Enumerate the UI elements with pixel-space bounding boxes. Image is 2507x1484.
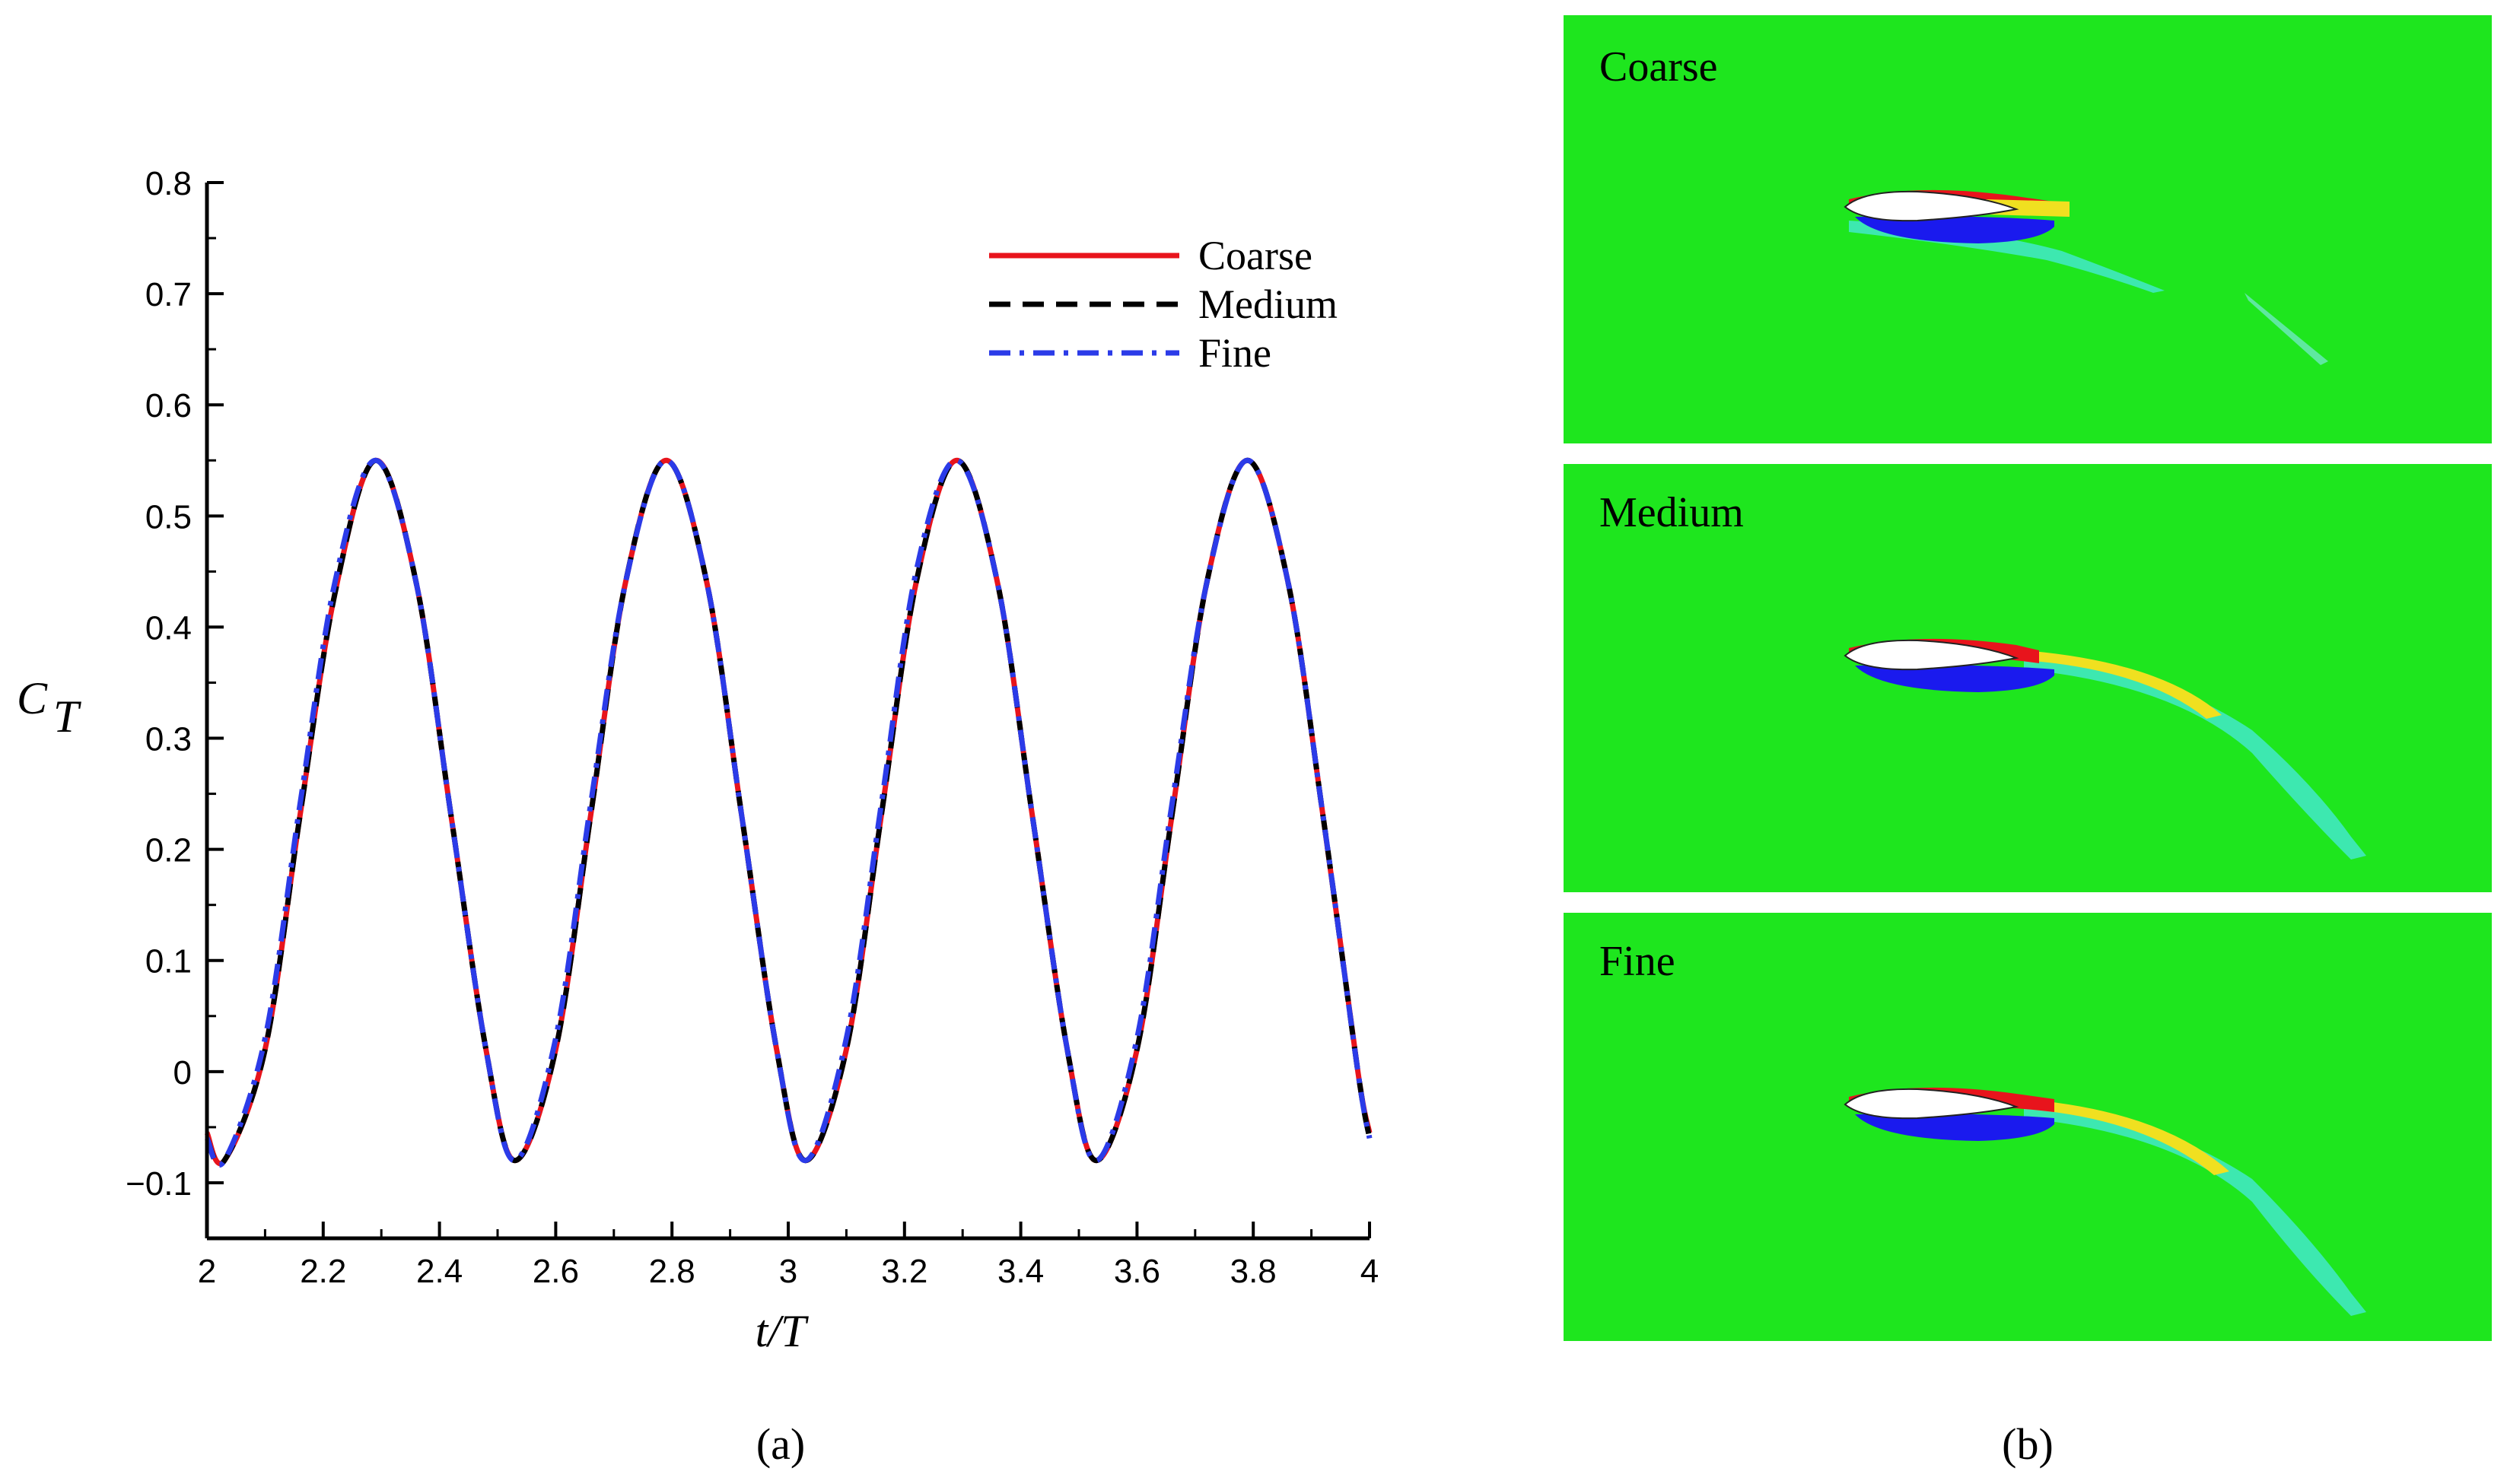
- legend-label-coarse: Coarse: [1198, 233, 1312, 278]
- caption-a: (a): [756, 1419, 805, 1469]
- series-layer: [204, 457, 1373, 1168]
- contour-panel-medium: Medium: [1564, 464, 2492, 892]
- x-axis-label: t/T: [756, 1306, 809, 1356]
- x-tick-label: 3.4: [997, 1253, 1044, 1290]
- contour-panel-coarse: Coarse: [1564, 15, 2492, 443]
- svg-text:C: C: [17, 673, 48, 723]
- y-tick-label: 0.5: [145, 498, 192, 535]
- y-axis-label: C T: [17, 673, 81, 742]
- line-chart: 2 2.2 2.4 2.6 2.8 3 3.2 3.4 3.6 3.8 4 −0.1 0 0.1 0.2 0…: [17, 165, 1379, 1469]
- x-tick-label: 2: [198, 1253, 216, 1290]
- y-ticks: −0.1 0 0.1 0.2 0.3 0.4 0.5 0.6 0.7 0.8: [126, 165, 224, 1240]
- y-tick-label: 0.6: [145, 387, 192, 424]
- panel-label-medium: Medium: [1599, 489, 1744, 536]
- x-ticks: 2 2.2 2.4 2.6 2.8 3 3.2 3.4 3.6 3.8 4: [198, 1222, 1379, 1290]
- x-tick-label: 3.6: [1114, 1253, 1160, 1290]
- panel-label-coarse: Coarse: [1599, 43, 1718, 91]
- y-tick-label: 0.8: [145, 165, 192, 202]
- x-tick-label: 2.8: [649, 1253, 695, 1290]
- x-tick-label: 2.2: [300, 1253, 346, 1290]
- x-tick-label: 4: [1360, 1253, 1379, 1290]
- series-line-medium: [204, 457, 1373, 1167]
- axes-layer: [205, 183, 1370, 1241]
- series-line-fine: [204, 457, 1373, 1168]
- x-tick-label: 2.6: [533, 1253, 579, 1290]
- x-tick-label: 3.8: [1230, 1253, 1277, 1290]
- y-tick-label: 0.4: [145, 609, 192, 647]
- x-tick-label: 3.2: [881, 1253, 927, 1290]
- legend-label-fine: Fine: [1198, 330, 1271, 376]
- y-tick-label: 0: [173, 1054, 192, 1092]
- contour-panel-fine: Fine: [1564, 913, 2492, 1341]
- y-tick-label: −0.1: [126, 1165, 192, 1203]
- contour-panels: Coarse Medium Fine: [1564, 15, 2492, 1469]
- svg-text:T: T: [53, 691, 81, 742]
- caption-b: (b): [2002, 1419, 2054, 1469]
- y-tick-label: 0.7: [145, 276, 192, 313]
- x-tick-label: 2.4: [416, 1253, 463, 1290]
- y-tick-label: 0.1: [145, 943, 192, 980]
- y-tick-label: 0.3: [145, 721, 192, 758]
- legend-label-medium: Medium: [1198, 281, 1338, 327]
- x-tick-label: 3: [779, 1253, 797, 1290]
- panel-label-fine: Fine: [1599, 938, 1675, 985]
- series-line-coarse: [204, 457, 1373, 1166]
- y-tick-label: 0.2: [145, 832, 192, 869]
